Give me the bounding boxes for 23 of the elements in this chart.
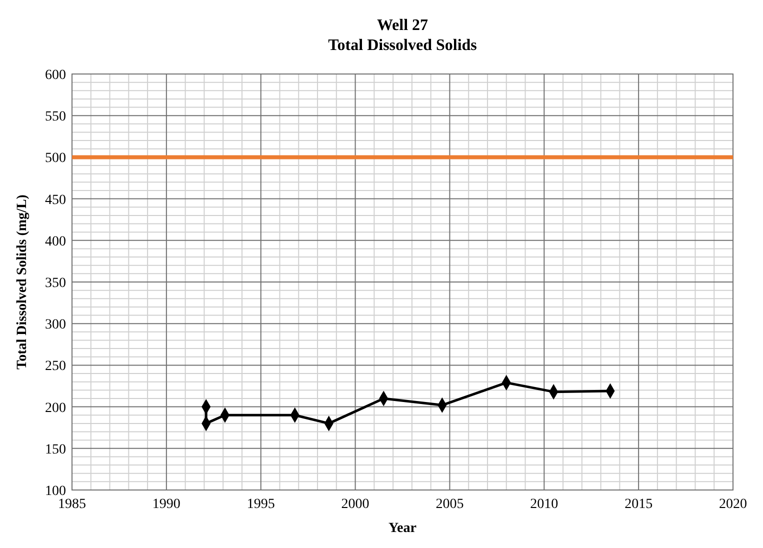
x-tick-label: 2010 bbox=[530, 497, 558, 512]
x-tick-label: 2020 bbox=[719, 497, 747, 512]
y-tick-label: 200 bbox=[45, 400, 66, 416]
x-tick-label: 2015 bbox=[624, 497, 653, 512]
y-tick-label: 100 bbox=[45, 484, 66, 499]
y-tick-label: 300 bbox=[45, 318, 66, 333]
x-tick-label: 2000 bbox=[341, 497, 370, 512]
x-tick-label: 2005 bbox=[436, 497, 464, 512]
y-tick-label: 150 bbox=[45, 442, 66, 458]
y-tick-label: 350 bbox=[45, 276, 66, 291]
x-axis-title: Year bbox=[388, 521, 416, 536]
y-axis-title: Total Dissolved Solids (mg/L) bbox=[15, 194, 30, 370]
y-tick-label: 450 bbox=[45, 192, 66, 208]
y-tick-label: 400 bbox=[45, 234, 66, 250]
y-tick-label: 250 bbox=[45, 359, 66, 374]
y-tick-label: 500 bbox=[45, 151, 66, 166]
x-tick-label: 1985 bbox=[58, 497, 86, 512]
x-tick-label: 1995 bbox=[246, 497, 275, 512]
y-tick-label: 600 bbox=[45, 68, 66, 83]
chart-title: Well 27 bbox=[376, 17, 428, 34]
y-tick-label: 550 bbox=[45, 110, 66, 125]
x-tick-label: 1990 bbox=[152, 497, 180, 512]
chart-subtitle: Total Dissolved Solids bbox=[328, 37, 477, 54]
